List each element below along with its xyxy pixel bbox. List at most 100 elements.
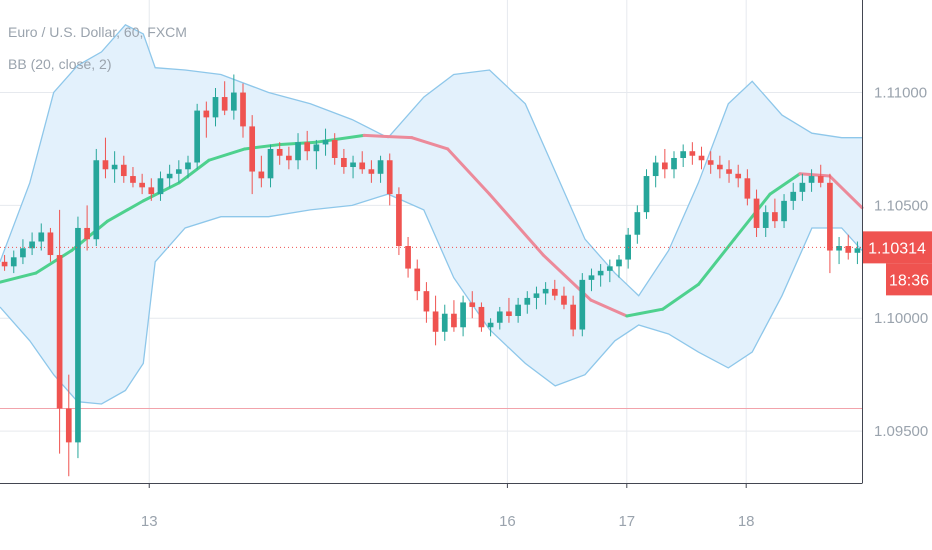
candle[interactable] xyxy=(148,178,155,201)
candle[interactable] xyxy=(451,300,457,332)
candle[interactable] xyxy=(240,83,246,138)
candle[interactable] xyxy=(606,259,613,283)
candle[interactable] xyxy=(432,295,439,346)
candle[interactable] xyxy=(799,173,806,201)
candle[interactable] xyxy=(194,103,201,170)
candle-body[interactable] xyxy=(194,110,201,163)
candle[interactable] xyxy=(10,250,17,274)
candle-body[interactable] xyxy=(166,173,173,179)
candle-body[interactable] xyxy=(717,164,723,170)
candle-body[interactable] xyxy=(93,160,100,240)
candle-body[interactable] xyxy=(579,279,586,330)
candle-body[interactable] xyxy=(689,151,696,156)
candle-body[interactable] xyxy=(185,162,191,170)
candle-body[interactable] xyxy=(671,157,677,170)
candle[interactable] xyxy=(414,259,421,301)
candle-body[interactable] xyxy=(240,92,246,127)
candle-body[interactable] xyxy=(606,266,613,271)
candle[interactable] xyxy=(405,236,411,278)
candle-body[interactable] xyxy=(496,311,503,323)
candle[interactable] xyxy=(753,189,760,237)
candle[interactable] xyxy=(772,198,778,228)
candle[interactable] xyxy=(542,282,549,305)
candle-body[interactable] xyxy=(47,232,54,256)
candle[interactable] xyxy=(139,173,145,195)
candle-body[interactable] xyxy=(680,151,687,158)
candle-body[interactable] xyxy=(744,178,751,199)
candle-body[interactable] xyxy=(405,246,411,269)
candle-body[interactable] xyxy=(331,139,338,158)
candle-body[interactable] xyxy=(377,160,384,174)
candle[interactable] xyxy=(47,227,54,262)
candle[interactable] xyxy=(341,148,347,174)
candle[interactable] xyxy=(386,153,393,206)
candle-body[interactable] xyxy=(322,139,329,145)
candle[interactable] xyxy=(29,232,35,256)
candle[interactable] xyxy=(102,137,109,179)
candle-body[interactable] xyxy=(854,248,861,253)
candle[interactable] xyxy=(652,155,659,188)
candle-body[interactable] xyxy=(175,169,182,174)
candle-body[interactable] xyxy=(65,408,72,443)
candle[interactable] xyxy=(20,239,26,265)
candle-body[interactable] xyxy=(827,182,833,251)
candle[interactable] xyxy=(249,115,256,195)
candle[interactable] xyxy=(423,282,430,323)
candle-body[interactable] xyxy=(350,162,356,168)
candle[interactable] xyxy=(75,216,81,459)
candle-body[interactable] xyxy=(726,169,732,174)
candle[interactable] xyxy=(698,146,705,170)
candle-body[interactable] xyxy=(698,155,705,161)
candle[interactable] xyxy=(524,291,531,314)
candle-body[interactable] xyxy=(735,173,742,179)
candle[interactable] xyxy=(781,194,787,228)
candle-body[interactable] xyxy=(652,162,659,177)
candle-body[interactable] xyxy=(249,126,256,172)
candle[interactable] xyxy=(487,318,494,337)
candle-body[interactable] xyxy=(276,148,283,156)
candle-body[interactable] xyxy=(29,241,35,249)
candle-body[interactable] xyxy=(130,176,136,183)
candle[interactable] xyxy=(350,155,356,179)
candle-body[interactable] xyxy=(102,160,109,170)
candle-body[interactable] xyxy=(120,164,127,177)
candle-body[interactable] xyxy=(781,200,787,222)
candle-body[interactable] xyxy=(313,144,320,152)
candle-body[interactable] xyxy=(203,110,210,118)
candle-body[interactable] xyxy=(515,304,521,316)
candle[interactable] xyxy=(588,268,595,292)
candle[interactable] xyxy=(230,74,237,120)
candle[interactable] xyxy=(185,155,191,179)
candle[interactable] xyxy=(790,182,797,210)
candle[interactable] xyxy=(707,151,714,174)
candle-body[interactable] xyxy=(111,164,118,170)
candle[interactable] xyxy=(634,205,641,244)
candle-body[interactable] xyxy=(230,92,237,111)
candle-body[interactable] xyxy=(286,155,292,161)
candle[interactable] xyxy=(276,142,283,165)
candle[interactable] xyxy=(478,302,485,332)
candle[interactable] xyxy=(304,130,311,161)
candle-body[interactable] xyxy=(836,246,842,251)
candle[interactable] xyxy=(744,169,751,206)
candle[interactable] xyxy=(286,146,292,170)
candle-body[interactable] xyxy=(478,306,485,328)
candle[interactable] xyxy=(157,171,164,201)
candle[interactable] xyxy=(368,160,375,183)
candle[interactable] xyxy=(689,142,696,165)
candle[interactable] xyxy=(441,304,448,341)
candle[interactable] xyxy=(295,133,301,170)
candle-body[interactable] xyxy=(643,176,650,213)
candle-body[interactable] xyxy=(451,313,457,328)
candle[interactable] xyxy=(827,173,833,274)
candle[interactable] xyxy=(93,148,100,247)
candle-body[interactable] xyxy=(762,212,769,228)
candle[interactable] xyxy=(579,273,586,337)
candle-body[interactable] xyxy=(753,198,760,228)
candle-body[interactable] xyxy=(84,227,90,240)
candle[interactable] xyxy=(597,264,604,287)
candle-body[interactable] xyxy=(148,187,155,195)
candle-body[interactable] xyxy=(386,160,393,195)
candle-body[interactable] xyxy=(845,246,852,253)
